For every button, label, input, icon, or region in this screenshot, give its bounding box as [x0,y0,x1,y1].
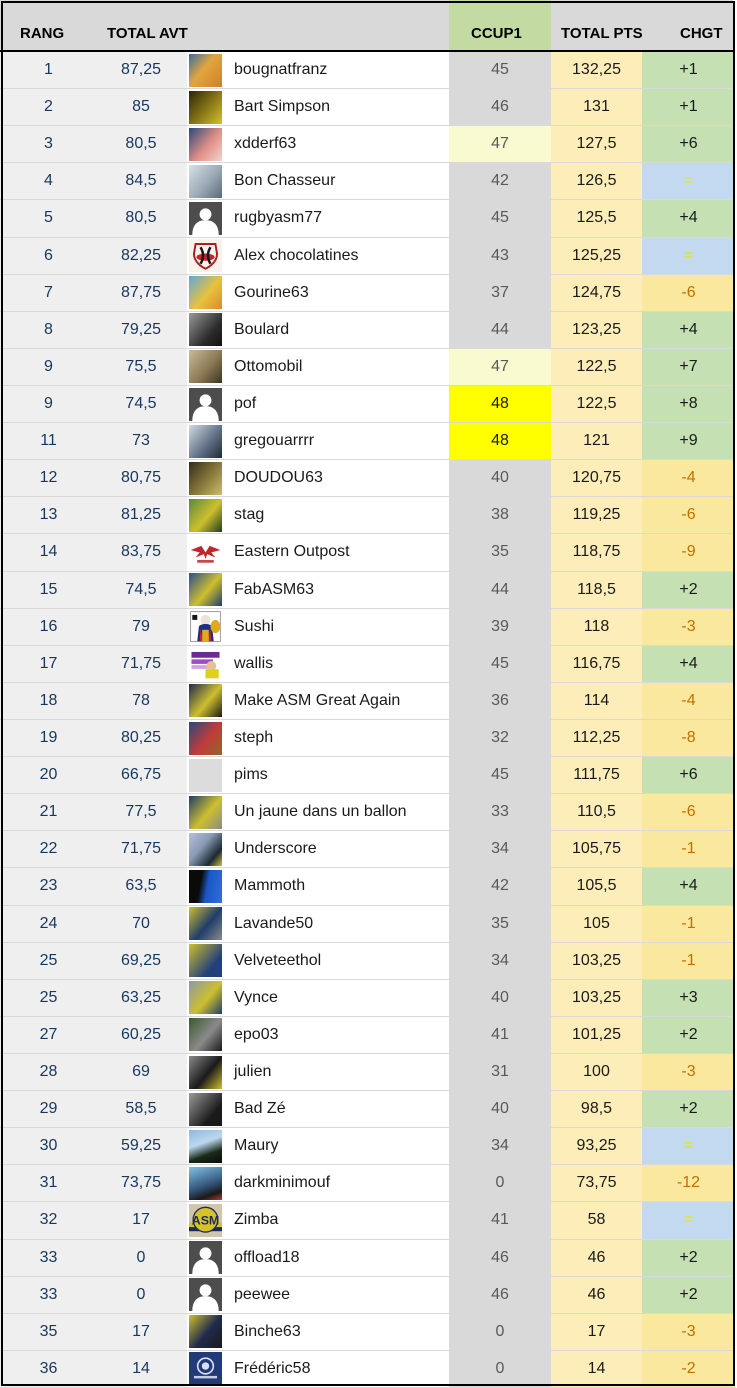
svg-text:ASM: ASM [192,1214,219,1228]
